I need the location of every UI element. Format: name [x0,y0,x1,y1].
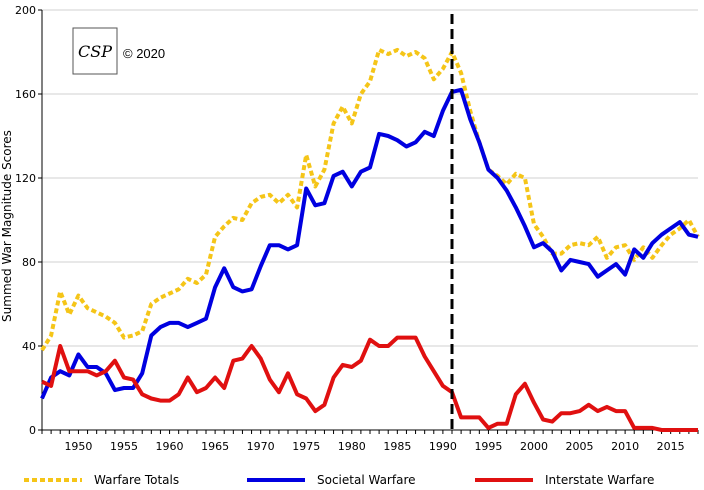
legend-label: Societal Warfare [317,473,416,487]
series-line-warfare-totals [40,47,700,352]
legend-label: Warfare Totals [94,473,179,487]
x-tick-label: 1990 [429,440,457,453]
y-tick-label: 0 [29,424,36,437]
x-tick-label: 2000 [520,440,548,453]
x-tick-label: 1970 [247,440,275,453]
copyright-text: © 2020 [123,46,165,61]
x-tick-label: 2010 [611,440,639,453]
x-axis-ticks: 1950 1955 1960 1965 1970 1975 1980 1985 1990 1995… [41,430,699,453]
series-line-interstate-warfare [41,335,698,432]
horizontal-gridlines [42,9,698,431]
y-tick-label: 160 [15,88,36,101]
x-tick-label: 1960 [156,440,184,453]
x-tick-label: 1950 [64,440,92,453]
x-tick-label: 1980 [338,440,366,453]
x-tick-label: 2015 [657,440,685,453]
y-axis-label: Summed War Magnitude Scores [0,130,14,322]
legend-label: Interstate Warfare [545,473,654,487]
y-tick-label: 40 [22,340,36,353]
x-tick-label: 1985 [383,440,411,453]
y-axis-ticks: 0 40 80 120 160 200 [15,4,42,437]
y-tick-label: 200 [15,4,36,17]
x-tick-label: 1955 [110,440,138,453]
logo-box [72,27,118,75]
csp-logo: CSP [72,27,118,75]
x-tick-label: 1975 [292,440,320,453]
legend: Warfare Totals Societal Warfare Interstate… [24,473,654,487]
y-tick-label: 80 [22,256,36,269]
x-tick-label: 1995 [474,440,502,453]
logo-text: CSP [78,42,112,61]
y-tick-label: 120 [15,172,36,185]
x-tick-label: 2005 [566,440,594,453]
series-line-societal-warfare [40,87,699,400]
x-tick-label: 1965 [201,440,229,453]
series-layer [40,47,700,432]
